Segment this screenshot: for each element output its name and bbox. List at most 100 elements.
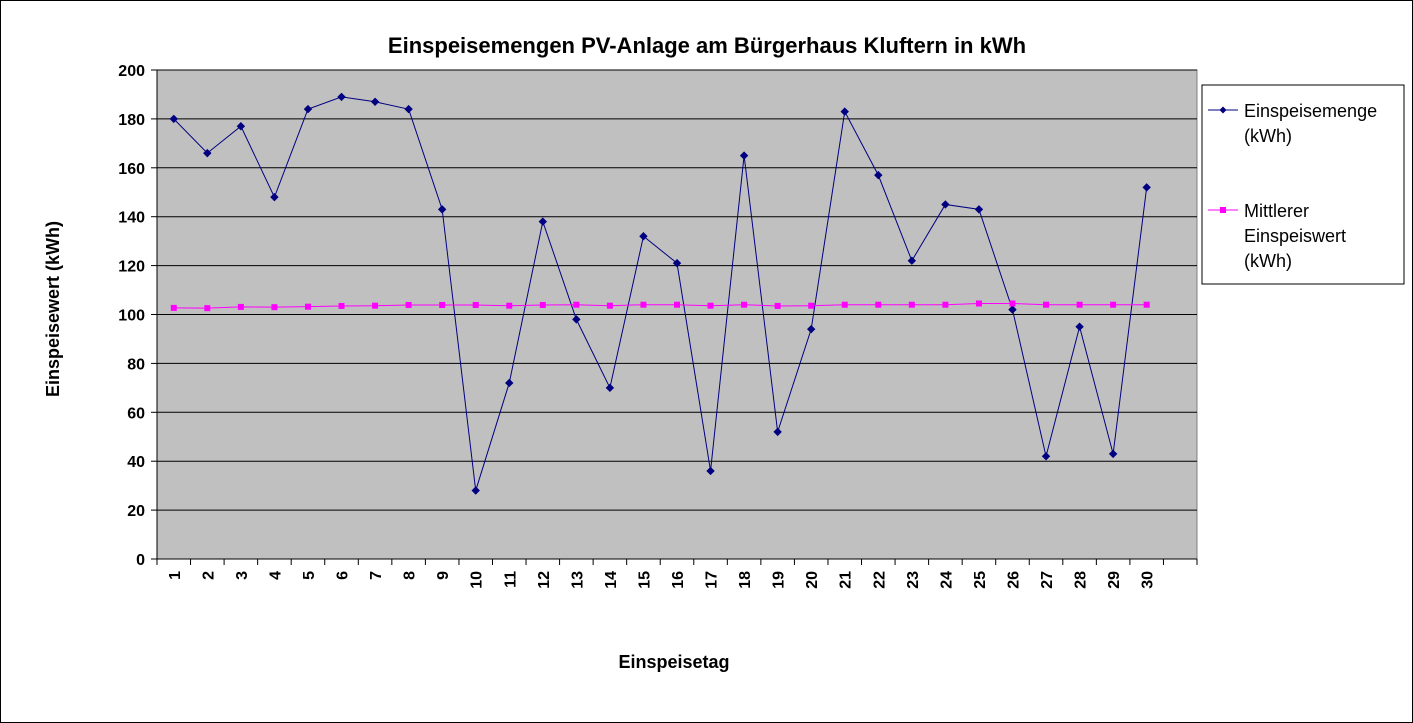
data-point: [237, 303, 244, 310]
series-line: [173, 302, 1147, 309]
data-point: [372, 302, 379, 309]
axes: [151, 69, 1198, 565]
x-axis-title: Einspeisetag: [618, 652, 729, 672]
data-point: [505, 378, 514, 388]
x-tick-label: 19: [771, 571, 788, 589]
data-point: [203, 148, 212, 158]
data-point: [640, 301, 647, 308]
x-tick-label: 5: [301, 571, 318, 580]
data-point: [606, 302, 613, 309]
legend-label: Mittlerer: [1244, 201, 1309, 221]
data-point: [1076, 301, 1083, 308]
data-point: [471, 486, 480, 495]
x-tick-label: 30: [1140, 571, 1157, 589]
data-point: [204, 305, 211, 312]
legend-item-1: Einspeisemenge (kWh): [1208, 101, 1377, 146]
data-point: [674, 301, 680, 308]
x-tick-label: 11: [502, 571, 519, 588]
legend-label: Einspeiswert: [1244, 226, 1346, 246]
data-point: [303, 104, 313, 114]
x-tick-label: 21: [838, 571, 855, 589]
x-tick-label: 8: [402, 571, 419, 580]
data-point: [405, 301, 412, 308]
y-tick-label: 200: [118, 63, 145, 80]
data-point: [573, 301, 580, 308]
y-tick-label: 40: [127, 454, 145, 471]
x-tick-label: 26: [1005, 571, 1022, 589]
x-tick-label: 24: [938, 571, 955, 589]
x-tick-label: 28: [1073, 571, 1090, 589]
x-tick-label: 16: [670, 571, 687, 589]
data-point: [1009, 300, 1016, 307]
data-point: [874, 170, 883, 180]
data-point: [304, 303, 311, 310]
gridlines: [157, 69, 1197, 511]
y-tick-label: 180: [118, 112, 145, 129]
y-tick-label: 0: [136, 552, 145, 569]
data-point: [1110, 301, 1117, 308]
x-tick-label: 29: [1106, 571, 1123, 589]
x-tick-label: 1: [167, 571, 184, 580]
data-point: [840, 107, 849, 116]
data-point: [1043, 301, 1050, 308]
legend-swatch-marker: [1219, 106, 1227, 114]
data-point: [1143, 301, 1150, 308]
data-point: [841, 301, 848, 308]
data-point: [170, 304, 177, 311]
x-tick-label: 2: [200, 571, 217, 580]
data-point: [875, 301, 882, 308]
data-point: [1041, 452, 1051, 461]
y-tick-label: 100: [118, 308, 145, 325]
legend-box: [1201, 84, 1405, 285]
data-point: [572, 315, 581, 324]
y-tick-label: 120: [118, 259, 145, 276]
x-tick-label: 3: [234, 571, 251, 580]
data-point: [1142, 183, 1151, 192]
data-point: [472, 301, 479, 308]
data-point: [439, 301, 446, 308]
data-point: [337, 92, 346, 102]
data-point: [236, 122, 246, 131]
data-point: [270, 192, 279, 202]
y-axis-title: Einspeisewert (kWh): [43, 221, 63, 397]
data-point: [370, 97, 380, 106]
x-tick-label: 6: [335, 571, 352, 580]
x-tick-label: 13: [569, 571, 586, 589]
data-point: [908, 301, 915, 308]
data-point: [974, 205, 984, 214]
data-point: [538, 217, 548, 226]
x-tick-label: 20: [804, 571, 821, 589]
y-tick-label: 160: [118, 161, 145, 178]
x-tick-label: 10: [469, 571, 486, 589]
x-tick-label: 9: [435, 571, 452, 580]
data-point: [707, 302, 714, 309]
data-point: [169, 114, 178, 124]
data-point: [271, 304, 278, 311]
y-tick-labels: 0 20 40 60 80 100 120 140 160 180 200: [118, 63, 145, 569]
data-point: [605, 383, 615, 393]
series-1: [169, 92, 1151, 495]
legend: Einspeisemenge (kWh) Mittlerer Einspeiswert…: [1201, 84, 1405, 285]
data-point: [672, 258, 682, 268]
data-point: [975, 300, 982, 307]
data-point: [1008, 305, 1017, 314]
data-point: [806, 324, 816, 334]
x-tick-label: 15: [636, 571, 653, 589]
data-point: [1108, 449, 1118, 459]
x-tick-label: 7: [368, 571, 385, 580]
y-tick-label: 60: [127, 405, 145, 422]
legend-label: Einspeisemenge: [1244, 101, 1377, 121]
y-tick-label: 20: [127, 503, 145, 520]
y-tick-label: 140: [118, 210, 145, 227]
x-tick-label: 23: [905, 571, 922, 589]
legend-swatch-marker: [1220, 207, 1226, 213]
data-point: [1075, 322, 1084, 331]
data-point: [773, 427, 782, 437]
x-tick-label: 18: [737, 571, 754, 589]
legend-label: (kWh): [1244, 251, 1292, 271]
series-line: [173, 96, 1148, 491]
data-point: [907, 256, 917, 265]
x-tick-label: 25: [972, 571, 989, 589]
